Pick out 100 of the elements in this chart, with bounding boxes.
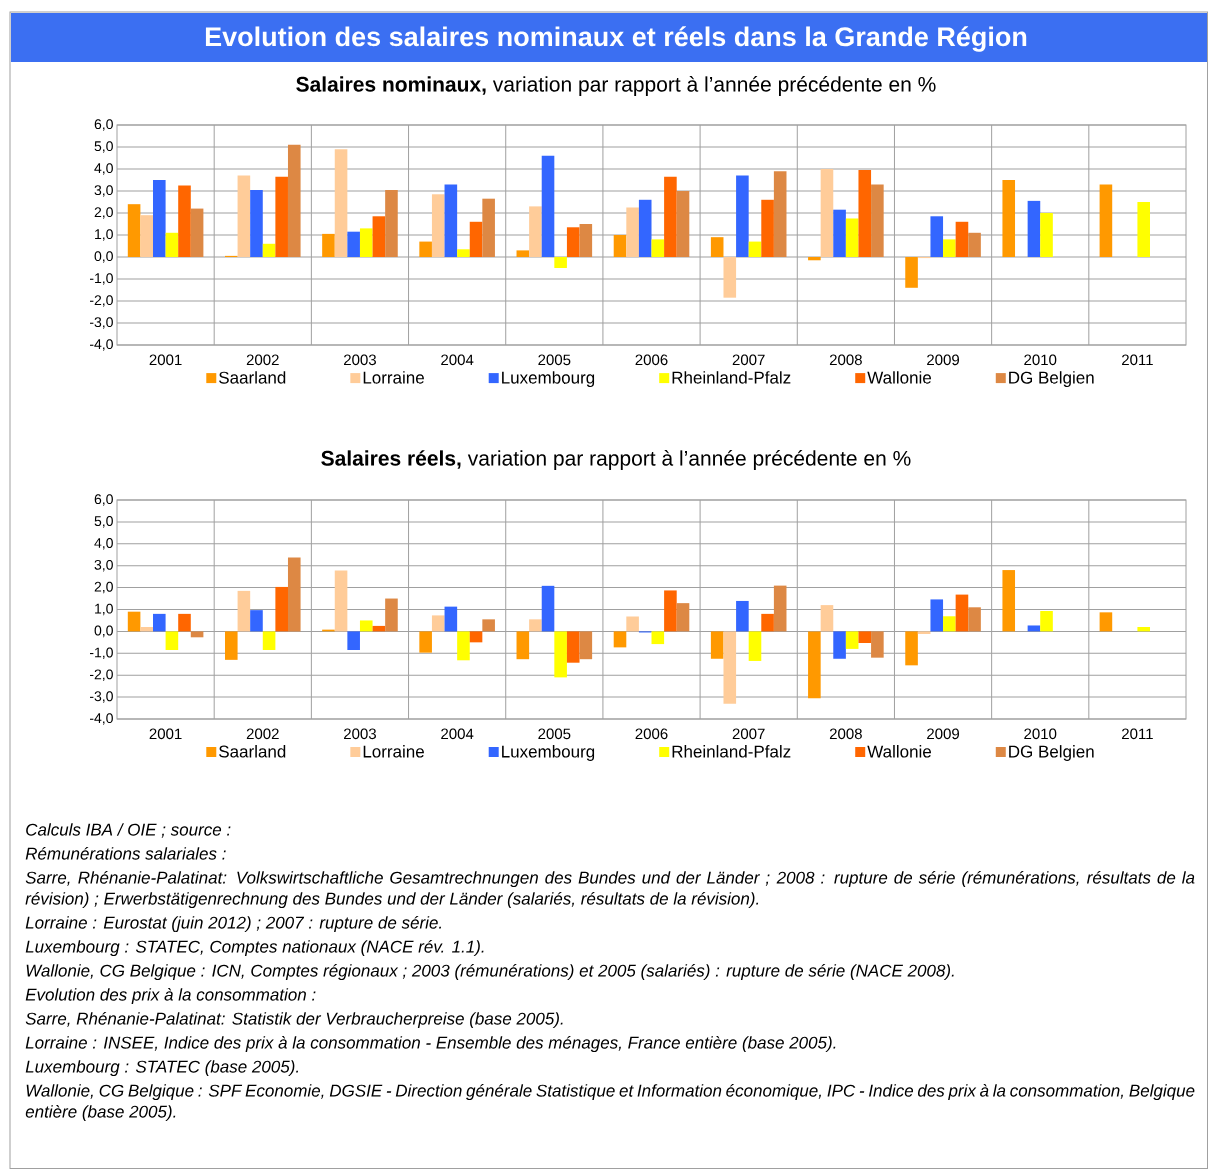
bar bbox=[1099, 184, 1113, 257]
text: Lorraine : INSEE, Indice des prix à la consommation - Ensemble des ménages, France entière (base 2005). bbox=[25, 1035, 836, 1053]
bar bbox=[334, 149, 348, 257]
bar bbox=[469, 631, 483, 643]
bar bbox=[736, 175, 749, 257]
y-tick-label: 0,0 bbox=[94, 251, 113, 263]
text: Wallonie, CG Belgique : ICN, Comptes régionaux ; 2003 (rémunérations) et 2005 (salariés) : rupture de série (NACE 2008). bbox=[26, 963, 954, 981]
bar bbox=[385, 189, 398, 257]
bar bbox=[1040, 611, 1053, 632]
chart-title: Salaires réels, variation par rapport à l’année précédente en % bbox=[321, 450, 911, 470]
y-tick-label: -2,0 bbox=[89, 669, 113, 681]
bar bbox=[1002, 570, 1016, 632]
bar bbox=[372, 216, 386, 257]
bar bbox=[140, 215, 153, 257]
bar bbox=[917, 631, 931, 635]
bar bbox=[943, 616, 956, 632]
bar bbox=[761, 613, 774, 632]
text: Rémunérations salariales : bbox=[25, 846, 226, 860]
bar bbox=[833, 209, 846, 257]
text: Luxembourg : STATEC, Comptes nationaux (NACE rév. 1.1). bbox=[25, 939, 484, 957]
text: Sarre, Rhénanie-Palatinat: Statistik der Verbraucherpreise (base 2005). bbox=[25, 1011, 563, 1029]
x-tick-label: 2011 bbox=[1122, 354, 1153, 366]
bar bbox=[613, 234, 627, 257]
text: Luxembourg : STATEC (base 2005). bbox=[25, 1060, 299, 1077]
bar bbox=[237, 175, 251, 257]
x-tick-label: 2006 bbox=[635, 354, 668, 366]
bar bbox=[541, 155, 555, 257]
y-tick-label: -1,0 bbox=[89, 647, 113, 660]
x-tick-label: 2006 bbox=[635, 728, 668, 740]
bar bbox=[153, 613, 166, 632]
y-tick-label: -3,0 bbox=[89, 317, 113, 329]
bar bbox=[651, 631, 665, 645]
text: Calculs IBA / OIE ; source : bbox=[26, 823, 231, 838]
x-tick-label: 2009 bbox=[927, 728, 960, 740]
bar bbox=[482, 619, 495, 632]
bar bbox=[554, 631, 567, 678]
x-tick-label: 2002 bbox=[246, 728, 279, 740]
bar bbox=[710, 631, 724, 659]
y-tick-label: 4,0 bbox=[94, 537, 113, 550]
bar bbox=[833, 631, 846, 659]
text: Lorraine : Eurostat (juin 2012) ; 2007 : rupture de série. bbox=[25, 915, 442, 933]
bar bbox=[676, 603, 690, 632]
bar bbox=[457, 631, 470, 661]
bar bbox=[808, 631, 821, 699]
bar bbox=[262, 631, 276, 650]
bar bbox=[359, 228, 373, 257]
bar bbox=[322, 233, 335, 257]
bar bbox=[820, 605, 834, 632]
bar bbox=[153, 179, 166, 257]
bar bbox=[140, 627, 153, 632]
bar bbox=[127, 204, 141, 257]
legend-label: Wallonie bbox=[867, 371, 932, 384]
bar bbox=[845, 218, 859, 257]
bar bbox=[1040, 212, 1053, 257]
x-tick-label: 2004 bbox=[441, 728, 474, 740]
x-tick-label: 2011 bbox=[1122, 728, 1153, 740]
bar bbox=[930, 599, 944, 632]
x-tick-label: 2010 bbox=[1024, 728, 1057, 740]
y-tick-label: -2,0 bbox=[89, 295, 113, 307]
bar bbox=[250, 610, 263, 632]
bar bbox=[287, 557, 301, 632]
bar bbox=[871, 631, 884, 658]
bar bbox=[566, 227, 580, 257]
y-tick-label: 6,0 bbox=[94, 494, 113, 506]
y-tick-label: 4,0 bbox=[94, 163, 113, 175]
y-tick-label: 1,0 bbox=[95, 603, 113, 616]
legend-label: Luxembourg bbox=[502, 371, 595, 388]
bar bbox=[773, 171, 787, 257]
legend-label: Wallonie bbox=[867, 745, 932, 758]
bar bbox=[1137, 627, 1151, 632]
bar bbox=[905, 631, 918, 666]
bar bbox=[482, 198, 495, 257]
bar bbox=[566, 631, 580, 663]
bar bbox=[541, 585, 555, 632]
bar bbox=[579, 631, 593, 660]
x-tick-label: 2002 bbox=[246, 354, 279, 366]
bar bbox=[516, 250, 530, 257]
bar bbox=[943, 239, 956, 257]
bar bbox=[710, 237, 724, 257]
chart-subtitle: Salaires nominaux, variation par rapport à l’année précédente en % bbox=[296, 76, 936, 96]
legend-label: Luxembourg bbox=[502, 745, 595, 761]
bar bbox=[359, 620, 373, 632]
bar bbox=[178, 185, 191, 257]
bar bbox=[905, 256, 918, 288]
bar bbox=[761, 199, 774, 257]
legend-label: Rheinland-Pfalz bbox=[672, 371, 791, 384]
y-tick-label: 2,0 bbox=[94, 581, 113, 594]
x-tick-label: 2008 bbox=[829, 728, 862, 740]
bar bbox=[347, 631, 360, 650]
bar bbox=[178, 613, 191, 632]
bar bbox=[664, 590, 677, 632]
bar bbox=[626, 616, 639, 632]
x-tick-label: 2001 bbox=[149, 728, 182, 740]
x-tick-label: 2009 bbox=[927, 354, 960, 366]
y-tick-label: 0,0 bbox=[94, 625, 113, 638]
bar bbox=[858, 170, 872, 257]
bar bbox=[250, 189, 263, 257]
y-tick-label: -4,0 bbox=[89, 339, 113, 351]
bar bbox=[736, 600, 749, 632]
bar bbox=[165, 232, 179, 257]
